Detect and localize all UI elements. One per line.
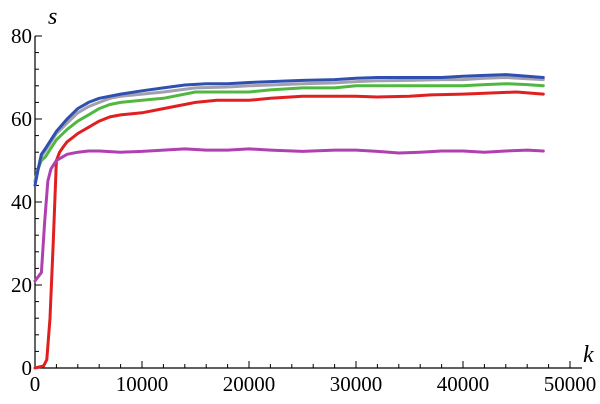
y-tick-label: 80 — [11, 24, 32, 48]
x-axis-label: k — [583, 342, 594, 368]
y-tick-label: 0 — [22, 356, 33, 380]
series-line-3 — [33, 82, 545, 183]
x-tick-label: 50000 — [544, 372, 597, 396]
x-tick-label: 30000 — [330, 372, 383, 396]
x-tick-label: 20000 — [223, 372, 276, 396]
chart-axes: 0 10000 20000 30000 40000 50000 0 20 40 60 80 — [11, 24, 596, 396]
series-line-5 — [33, 73, 545, 187]
series-line-1 — [33, 90, 545, 370]
x-tick-label: 0 — [30, 372, 41, 396]
x-tick-label: 10000 — [116, 372, 169, 396]
y-tick-label: 40 — [11, 190, 32, 214]
y-tick-label: 60 — [11, 107, 32, 131]
series-group — [33, 73, 545, 370]
y-axis-label: s — [48, 4, 57, 30]
series-line-2 — [33, 147, 545, 283]
x-tick-label: 40000 — [437, 372, 490, 396]
y-tick-label: 20 — [11, 273, 32, 297]
